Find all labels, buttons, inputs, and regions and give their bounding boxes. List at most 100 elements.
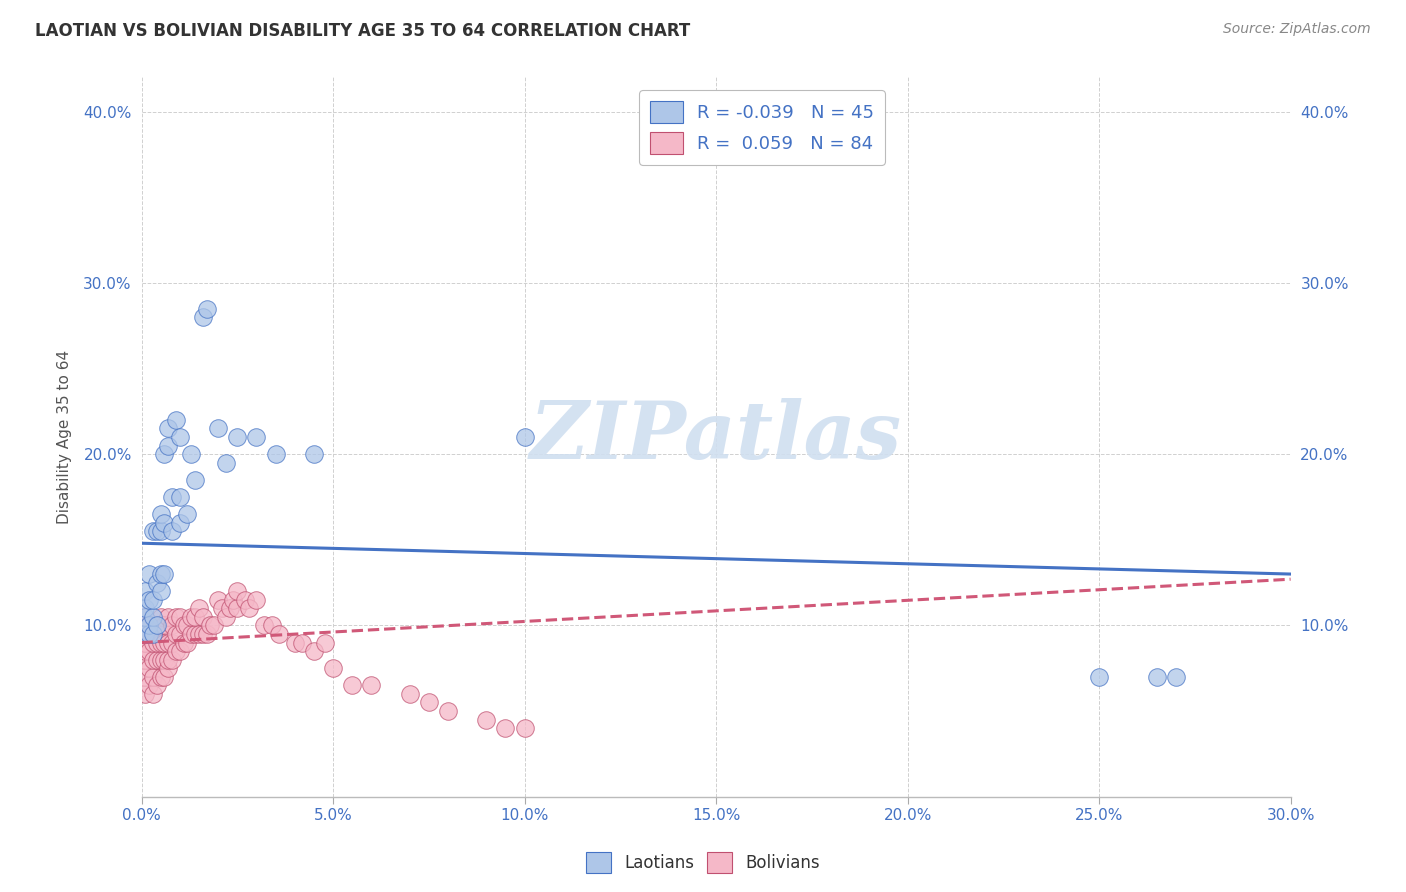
Point [253, 618, 276, 632]
Point [146, 618, 169, 632]
Point [157, 653, 180, 667]
Point [142, 670, 165, 684]
Point [153, 653, 176, 667]
Point [142, 635, 165, 649]
Point [195, 301, 218, 316]
Point [157, 610, 180, 624]
Point [146, 653, 169, 667]
Point [180, 447, 202, 461]
Text: LAOTIAN VS BOLIVIAN DISABILITY AGE 35 TO 64 CORRELATION CHART: LAOTIAN VS BOLIVIAN DISABILITY AGE 35 TO… [35, 22, 690, 40]
Point [169, 490, 191, 504]
Point [134, 687, 156, 701]
Point [211, 601, 233, 615]
Point [169, 627, 191, 641]
Point [215, 456, 238, 470]
Point [245, 592, 267, 607]
Point [149, 584, 172, 599]
Point [180, 610, 202, 624]
Point [475, 713, 498, 727]
Point [134, 584, 156, 599]
Point [207, 421, 229, 435]
Point [226, 584, 249, 599]
Point [222, 592, 245, 607]
Point [153, 447, 176, 461]
Point [437, 704, 460, 718]
Point [138, 592, 160, 607]
Point [138, 567, 160, 582]
Point [165, 644, 187, 658]
Point [260, 618, 283, 632]
Point [360, 678, 382, 692]
Point [169, 644, 191, 658]
Point [134, 635, 156, 649]
Point [160, 490, 183, 504]
Point [153, 618, 176, 632]
Point [138, 644, 160, 658]
Point [322, 661, 344, 675]
Point [138, 661, 160, 675]
Point [134, 601, 156, 615]
Y-axis label: Disability Age 35 to 64: Disability Age 35 to 64 [58, 350, 72, 524]
Point [149, 507, 172, 521]
Point [146, 524, 169, 539]
Point [142, 687, 165, 701]
Point [149, 635, 172, 649]
Point [264, 447, 287, 461]
Point [153, 670, 176, 684]
Point [138, 627, 160, 641]
Point [398, 687, 420, 701]
Text: ZIPatlas: ZIPatlas [530, 399, 903, 475]
Point [160, 635, 183, 649]
Point [149, 567, 172, 582]
Point [142, 592, 165, 607]
Point [207, 592, 229, 607]
Point [142, 653, 165, 667]
Point [149, 524, 172, 539]
Point [494, 721, 516, 735]
Point [138, 627, 160, 641]
Point [157, 661, 180, 675]
Point [146, 618, 169, 632]
Point [188, 601, 211, 615]
Point [340, 678, 363, 692]
Point [314, 635, 336, 649]
Point [269, 627, 291, 641]
Point [134, 670, 156, 684]
Point [146, 635, 169, 649]
Point [149, 670, 172, 684]
Point [200, 618, 222, 632]
Point [160, 653, 183, 667]
Point [191, 310, 214, 325]
Legend: R = -0.039   N = 45, R =  0.059   N = 84: R = -0.039 N = 45, R = 0.059 N = 84 [640, 90, 884, 165]
Point [291, 635, 314, 649]
Point [149, 618, 172, 632]
Point [134, 610, 156, 624]
Point [191, 627, 214, 641]
Point [245, 430, 267, 444]
Point [184, 473, 207, 487]
Point [165, 610, 187, 624]
Point [202, 618, 225, 632]
Point [134, 627, 156, 641]
Point [418, 696, 440, 710]
Point [157, 439, 180, 453]
Point [160, 524, 183, 539]
Point [134, 653, 156, 667]
Point [153, 567, 176, 582]
Point [173, 618, 195, 632]
Point [142, 524, 165, 539]
Point [165, 413, 187, 427]
Point [513, 721, 536, 735]
Point [1088, 670, 1111, 684]
Point [233, 592, 256, 607]
Point [157, 635, 180, 649]
Point [226, 430, 249, 444]
Point [149, 653, 172, 667]
Point [138, 678, 160, 692]
Point [284, 635, 307, 649]
Point [153, 635, 176, 649]
Point [134, 610, 156, 624]
Point [173, 635, 195, 649]
Point [153, 516, 176, 530]
Point [176, 507, 198, 521]
